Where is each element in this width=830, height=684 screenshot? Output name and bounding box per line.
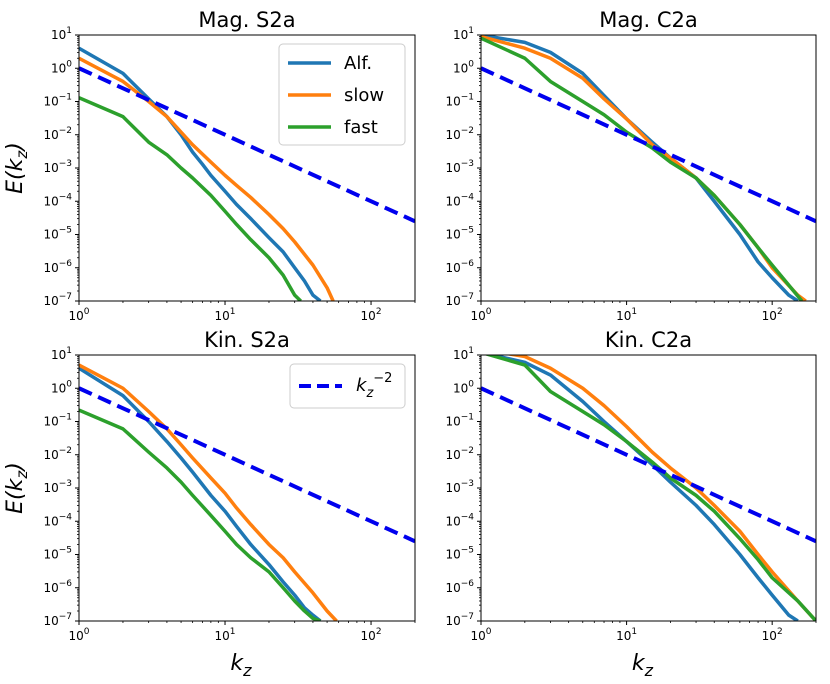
panel-title: Mag. S2a — [198, 8, 295, 32]
y-tick-label: 10−2 — [445, 446, 474, 462]
legend-box — [278, 43, 406, 146]
y-tick-label: 10−1 — [445, 413, 474, 429]
legend: Alf. slow fast — [278, 43, 406, 146]
y-tick-label: 10−3 — [43, 159, 72, 175]
y-tick-label: 10−5 — [445, 226, 474, 242]
panel-4: 10−7 10−6 10−5 10−4 10−3 10−2 10−1 100 101 100 101… — [445, 328, 817, 680]
x-tick-label: 101 — [616, 627, 637, 643]
y-axis-label: E(kz) — [3, 142, 31, 194]
y-tick-label: 10−4 — [43, 192, 72, 208]
x-tick-label: 100 — [68, 307, 89, 323]
y-tick-label: 10−6 — [445, 579, 474, 595]
y-tick-label: 10−2 — [445, 126, 474, 142]
x-tick-label: 101 — [215, 307, 236, 323]
reference-line-kz-2 — [79, 66, 415, 224]
reference-line-kz-2 — [481, 66, 816, 224]
y-tick-label: 10−7 — [43, 292, 72, 308]
plot-area — [481, 35, 816, 301]
series-alf — [79, 366, 322, 621]
plot-area — [79, 46, 415, 301]
series-slow — [505, 355, 816, 621]
panel-2: 10−7 10−6 10−5 10−4 10−3 10−2 10−1 100 101 100 101… — [445, 8, 817, 323]
plot-area — [481, 355, 816, 621]
panel-title: Mag. C2a — [599, 8, 698, 32]
x-tick-label: 100 — [470, 627, 491, 643]
y-tick-label: 10−5 — [43, 226, 72, 242]
y-tick-label: 100 — [51, 379, 72, 395]
y-tick-label: 10−1 — [445, 93, 474, 109]
y-tick-label: 10−4 — [445, 512, 474, 528]
y-tick-label: 10−6 — [43, 259, 72, 275]
panel-title: Kin. C2a — [605, 328, 692, 352]
y-tick-label: 10−6 — [43, 579, 72, 595]
x-tick-label: 101 — [616, 307, 637, 323]
y-tick-label: 101 — [453, 26, 474, 42]
reference-line-kz-2 — [481, 386, 816, 544]
legend-label-slow: slow — [344, 85, 384, 106]
series-alf — [484, 355, 799, 621]
y-axis-label: E(kz) — [3, 462, 31, 514]
y-tick-label: 10−7 — [43, 612, 72, 628]
y-tick-label: 10−7 — [445, 612, 474, 628]
x-axis-label: kz — [632, 651, 654, 680]
x-tick-label: 102 — [361, 307, 382, 323]
series-fast — [483, 355, 816, 621]
x-tick-label: 100 — [470, 307, 491, 323]
x-tick-label: 102 — [762, 627, 783, 643]
x-tick-label: 101 — [215, 627, 236, 643]
panel-1: 10−7 10−6 10−5 10−4 10−3 10−2 10−1 100 101 100 101… — [3, 8, 416, 323]
axes-frame — [480, 354, 817, 622]
y-tick-label: 10−3 — [445, 159, 474, 175]
y-tick-label: 10−3 — [445, 479, 474, 495]
y-tick-label: 10−2 — [43, 446, 72, 462]
legend-label-alf: Alf. — [344, 53, 372, 74]
panel-3: 10−7 10−6 10−5 10−4 10−3 10−2 10−1 100 101 100 101… — [3, 328, 416, 680]
y-tick-label: 10−7 — [445, 292, 474, 308]
y-tick-label: 10−3 — [43, 479, 72, 495]
y-tick-label: 10−4 — [43, 512, 72, 528]
y-tick-label: 10−5 — [43, 546, 72, 562]
y-tick-label: 10−5 — [445, 546, 474, 562]
plot-area — [79, 363, 415, 621]
x-tick-label: 102 — [361, 627, 382, 643]
y-tick-label: 100 — [453, 59, 474, 75]
series-fast — [79, 408, 321, 621]
y-tick-label: 10−1 — [43, 93, 72, 109]
x-axis-label: kz — [230, 651, 252, 680]
y-tick-label: 101 — [453, 346, 474, 362]
reference-line-kz-2 — [79, 386, 415, 544]
series-slow — [79, 56, 335, 301]
legend-box — [289, 363, 406, 409]
y-tick-label: 100 — [51, 59, 72, 75]
panel-title: Kin. S2a — [204, 328, 290, 352]
series-slow — [79, 363, 338, 621]
y-tick-label: 101 — [51, 346, 72, 362]
y-tick-label: 101 — [51, 26, 72, 42]
series-fast — [79, 96, 302, 301]
x-tick-label: 102 — [762, 307, 783, 323]
y-tick-label: 100 — [453, 379, 474, 395]
series-fast — [481, 36, 804, 301]
y-tick-label: 10−2 — [43, 126, 72, 142]
legend: kz−2 — [289, 363, 406, 409]
y-tick-label: 10−4 — [445, 192, 474, 208]
y-tick-label: 10−6 — [445, 259, 474, 275]
legend-label-kz-2: kz−2 — [356, 371, 392, 401]
y-tick-label: 10−1 — [43, 413, 72, 429]
series-alf — [481, 35, 799, 301]
legend-label-fast: fast — [344, 117, 378, 138]
x-tick-label: 100 — [68, 627, 89, 643]
